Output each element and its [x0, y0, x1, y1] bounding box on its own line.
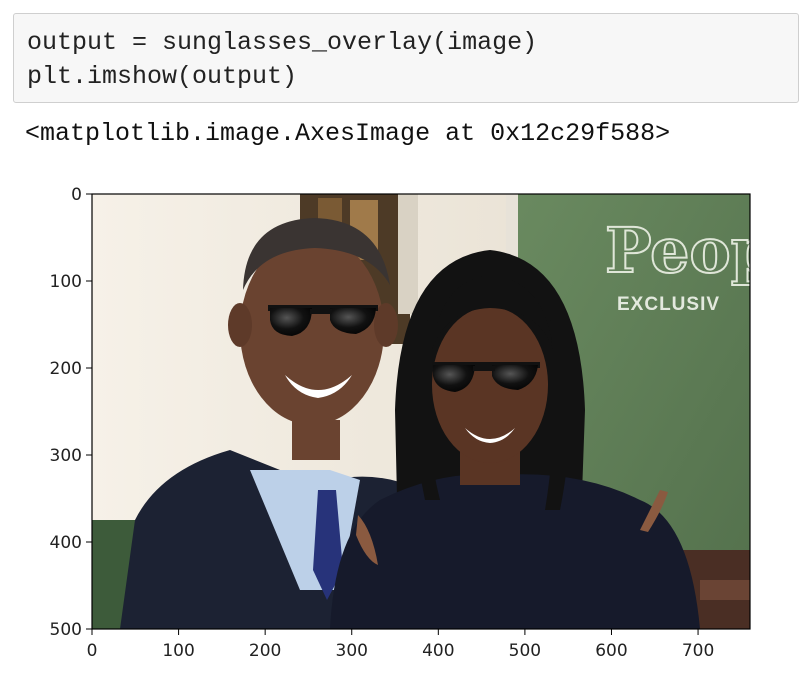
people-watermark: People	[605, 214, 799, 287]
x-tick-label: 100	[162, 641, 194, 661]
matplotlib-figure: People EXCLUSIV	[50, 185, 799, 661]
y-tick-label: 400	[50, 533, 82, 553]
x-tick-label: 200	[249, 641, 281, 661]
x-axis: 0 100 200 300 400 500 600 700	[87, 629, 714, 661]
necktie	[313, 490, 343, 600]
portrait-photo-image: People EXCLUSIV	[92, 194, 799, 629]
dress	[330, 474, 700, 629]
y-tick-label: 100	[50, 272, 82, 292]
sunglasses-icon	[432, 362, 540, 392]
axes-frame	[91, 193, 751, 630]
y-tick-label: 200	[50, 359, 82, 379]
exclusive-badge-text: EXCLUSIV	[617, 294, 720, 315]
code-line-2: plt.imshow(output)	[27, 62, 298, 91]
y-tick-label: 500	[50, 620, 82, 640]
y-tick-label: 300	[50, 446, 82, 466]
code-line-1: output = sunglasses_overlay(image)	[27, 28, 538, 57]
y-axis: 0 100 200 300 400 500	[50, 185, 92, 640]
x-tick-label: 400	[422, 641, 454, 661]
x-tick-label: 600	[595, 641, 627, 661]
output-repr-text: <matplotlib.image.AxesImage at 0x12c29f5…	[25, 119, 671, 148]
y-tick-label: 0	[71, 185, 82, 205]
x-tick-label: 700	[682, 641, 714, 661]
sunglasses-icon	[268, 305, 378, 336]
code-cell-input[interactable]: output = sunglasses_overlay(image) plt.i…	[13, 13, 799, 103]
x-tick-label: 500	[509, 641, 541, 661]
x-tick-label: 0	[87, 641, 98, 661]
x-tick-label: 300	[336, 641, 368, 661]
